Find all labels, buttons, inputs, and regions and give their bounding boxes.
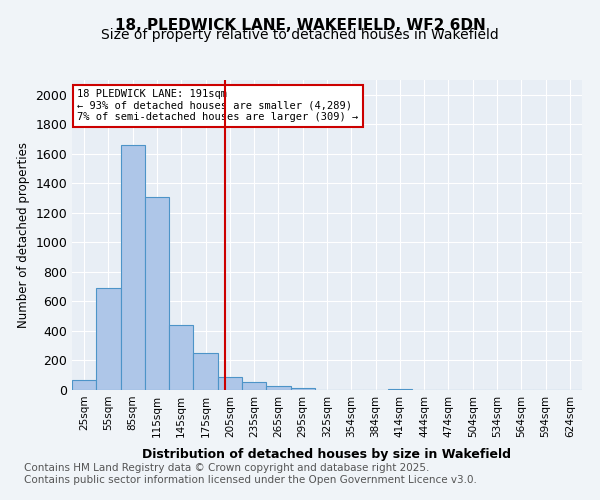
- Bar: [290, 388, 315, 390]
- Bar: [388, 388, 412, 390]
- Bar: [121, 145, 145, 390]
- Text: Contains HM Land Registry data © Crown copyright and database right 2025.
Contai: Contains HM Land Registry data © Crown c…: [24, 464, 477, 485]
- Bar: [145, 196, 169, 390]
- Bar: [242, 382, 266, 390]
- Bar: [72, 380, 96, 390]
- X-axis label: Distribution of detached houses by size in Wakefield: Distribution of detached houses by size …: [143, 448, 511, 461]
- Bar: [266, 386, 290, 390]
- Bar: [218, 376, 242, 390]
- Bar: [169, 325, 193, 390]
- Text: 18, PLEDWICK LANE, WAKEFIELD, WF2 6DN: 18, PLEDWICK LANE, WAKEFIELD, WF2 6DN: [115, 18, 485, 32]
- Y-axis label: Number of detached properties: Number of detached properties: [17, 142, 30, 328]
- Bar: [96, 288, 121, 390]
- Bar: [193, 353, 218, 390]
- Text: 18 PLEDWICK LANE: 191sqm
← 93% of detached houses are smaller (4,289)
7% of semi: 18 PLEDWICK LANE: 191sqm ← 93% of detach…: [77, 90, 358, 122]
- Text: Size of property relative to detached houses in Wakefield: Size of property relative to detached ho…: [101, 28, 499, 42]
